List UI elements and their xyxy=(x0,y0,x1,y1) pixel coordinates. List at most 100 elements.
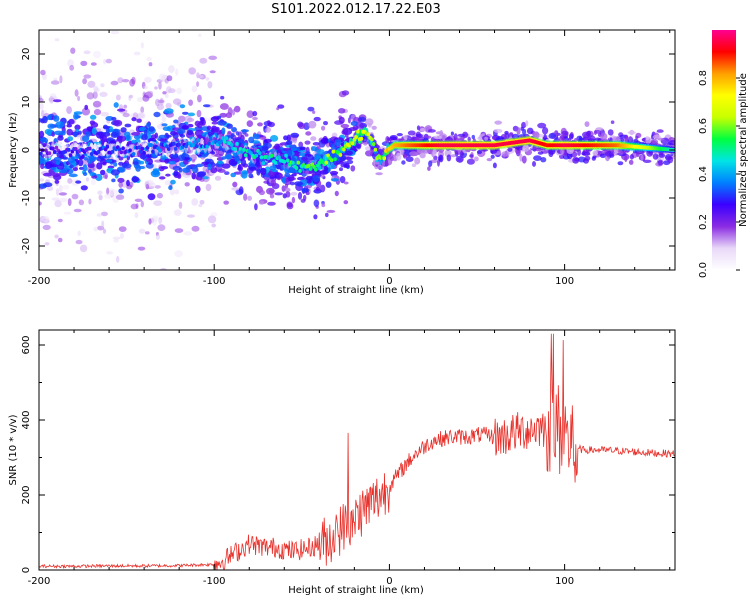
spectrogram-noise-blob xyxy=(232,181,238,188)
spectrogram-blob xyxy=(230,133,235,138)
spectrogram-noise-blob xyxy=(93,50,101,59)
spectrogram-noise-blob xyxy=(85,177,89,182)
spectrogram-noise-blob xyxy=(70,47,76,54)
colorbar: 0.0 0.2 0.4 0.6 0.8 Normalized spectral ampl… xyxy=(698,30,749,278)
spectrogram-noise-blob xyxy=(325,212,329,218)
spectrogram-noise-blob xyxy=(286,202,294,210)
spectrogram-noise-blob xyxy=(658,153,666,158)
spectrogram-blob xyxy=(57,135,64,141)
spectrogram-ridge-cell xyxy=(224,136,229,141)
spectrogram-noise-blob xyxy=(41,215,50,223)
spectrogram-noise-blob xyxy=(176,102,182,107)
spectrogram-blob xyxy=(89,172,96,177)
y-tick-label: 0 xyxy=(21,567,32,573)
spectrogram-noise-blob xyxy=(117,77,124,84)
spectrogram-ridge-cell xyxy=(254,153,259,158)
spectrogram-noise-blob xyxy=(347,117,351,124)
spectrogram-noise-blob xyxy=(159,267,168,270)
spectrogram-noise-blob xyxy=(110,80,119,86)
spectrogram-noise-blob xyxy=(433,155,438,161)
spectrogram-blob xyxy=(211,121,219,125)
spectrogram-blob xyxy=(111,178,116,183)
spectrogram-noise-blob xyxy=(446,154,452,162)
spectrogram-noise-blob xyxy=(73,208,82,213)
spectrogram-noise-blob xyxy=(224,171,230,176)
spectrogram-blob xyxy=(83,156,89,161)
spectrogram-noise-blob xyxy=(82,78,87,85)
spectrogram-noise-blob xyxy=(572,156,580,164)
spectrogram-ridge-cell xyxy=(277,155,281,160)
spectrogram-blob xyxy=(299,146,306,151)
spectrogram-ridge-cell xyxy=(338,152,343,157)
spectrogram-ridge-cell xyxy=(373,147,378,152)
spectrogram-noise-blob xyxy=(154,185,161,189)
snr-frame xyxy=(38,329,676,571)
spectrogram-blob xyxy=(186,129,194,136)
spectrogram-noise-blob xyxy=(80,60,88,67)
spectrogram-noise-blob xyxy=(427,166,431,172)
spectrogram-blob xyxy=(39,157,44,164)
spectrogram-blob xyxy=(118,188,124,194)
x-tick-label: 0 xyxy=(386,576,392,587)
spectrogram-ridge-cell xyxy=(140,146,145,151)
spectrogram-noise-blob xyxy=(414,157,421,165)
spectrogram-noise-blob xyxy=(174,250,183,258)
snr-y-axis-label: SNR (10 * v/v) xyxy=(8,414,19,485)
spectrogram-noise-blob xyxy=(220,95,225,100)
spectrogram-blob xyxy=(168,160,177,165)
x-tick-label: -200 xyxy=(28,576,51,587)
spectrogram-noise-blob xyxy=(526,127,534,135)
spectrogram-blob xyxy=(82,164,88,172)
spectrogram-noise-blob xyxy=(419,152,426,159)
spectrogram-ridge-cell xyxy=(298,168,302,173)
colorbar-tick-label: 0.0 xyxy=(698,262,709,278)
spectrogram-noise-blob xyxy=(223,200,229,205)
spectrogram-blob xyxy=(294,181,303,186)
spectrogram-blob xyxy=(297,176,305,181)
spectrogram-noise-blob xyxy=(67,178,73,184)
spectrogram-blob xyxy=(312,175,321,182)
spectrogram-ridge-cell xyxy=(242,147,246,152)
spectrogram-blob xyxy=(73,131,78,138)
spectrogram-blob xyxy=(126,179,130,187)
spectrogram-noise-blob xyxy=(54,200,62,208)
spectrogram-noise-blob xyxy=(604,150,614,157)
spectrogram-noise-blob xyxy=(584,155,591,161)
spectrogram-noise-blob xyxy=(411,163,417,167)
spectrogram-noise-blob xyxy=(39,103,44,110)
y-tick-label: -10 xyxy=(21,190,32,206)
spectrogram-noise-blob xyxy=(473,156,479,162)
spectrogram-noise-blob xyxy=(156,192,163,199)
spectrogram-noise-blob xyxy=(128,94,134,99)
spectrogram-blob xyxy=(61,130,66,136)
spectrogram-blob xyxy=(43,172,53,177)
spectrogram-ridge-cell xyxy=(235,141,239,146)
spectrogram-noise-blob xyxy=(93,109,102,116)
spectrogram-blob xyxy=(291,173,297,177)
spectrogram-noise-blob xyxy=(166,86,172,94)
spectrogram-blob xyxy=(124,131,131,138)
spectrogram-blob xyxy=(195,185,201,193)
spectrogram-noise-blob xyxy=(101,220,105,228)
spectrogram-blob xyxy=(96,156,104,162)
spectrogram-blob xyxy=(158,166,165,172)
spectrogram-noise-blob xyxy=(208,55,218,60)
spectrogram-blob xyxy=(248,136,255,144)
spectrogram-blob xyxy=(196,171,206,178)
spectrogram-ridge-cell xyxy=(207,141,211,146)
spectrogram-noise-blob xyxy=(258,200,265,205)
spectrogram-noise-blob xyxy=(297,121,304,128)
spectrogram-ridge-cell xyxy=(324,160,329,165)
spectrogram-noise-blob xyxy=(384,159,389,167)
spectrogram-blob xyxy=(319,170,329,175)
spectrogram-noise-blob xyxy=(640,154,644,161)
spectrogram-blob xyxy=(187,123,194,128)
spectrogram-blob xyxy=(173,170,179,177)
spectrogram-noise-blob xyxy=(57,218,63,223)
spectrogram-noise-blob xyxy=(115,194,125,200)
spectrogram-noise-blob xyxy=(140,42,144,49)
spectrogram-noise-blob xyxy=(494,120,503,125)
spectrogram-noise-blob xyxy=(303,194,307,201)
spectrogram-noise-blob xyxy=(386,137,391,142)
